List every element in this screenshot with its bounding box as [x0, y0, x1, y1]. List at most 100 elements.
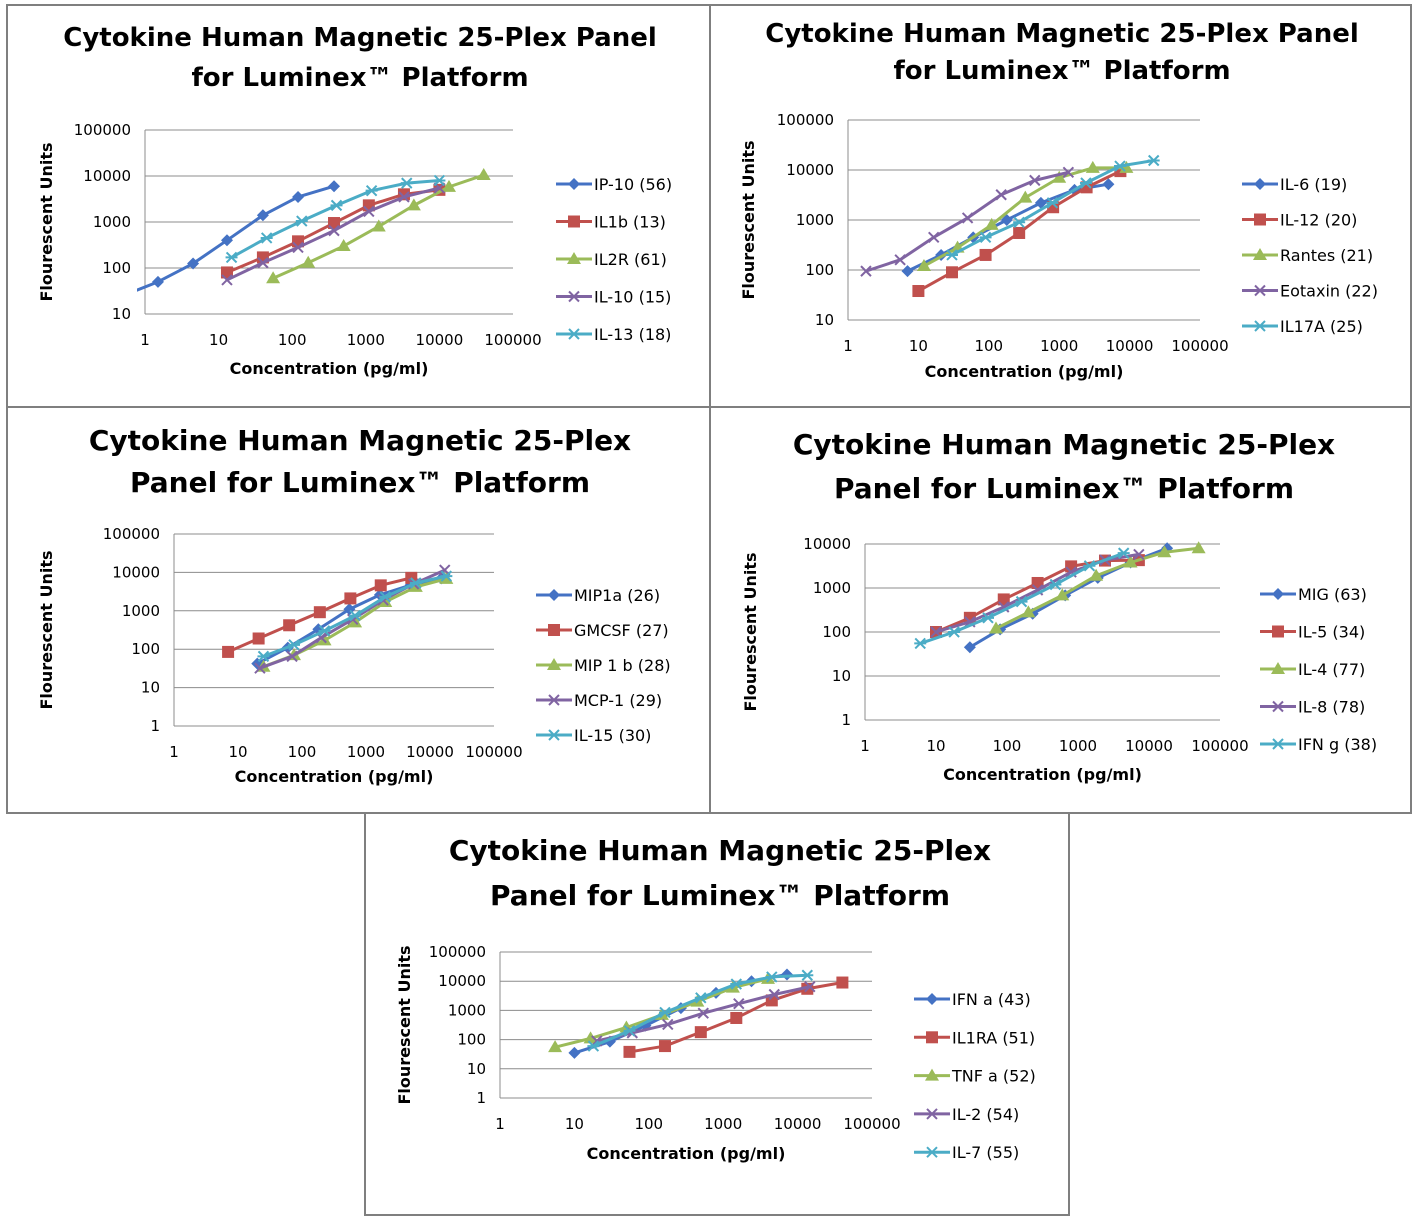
- chart-4-series-5-point-5: [1049, 578, 1062, 591]
- chart-4-series-4-point-7: [1133, 548, 1145, 561]
- chart-3-series-3-point-3: [317, 633, 332, 646]
- chart-4-legend-1-label: MIG (63): [1298, 585, 1367, 604]
- chart-4-x-tick-label: 100: [993, 737, 1022, 755]
- chart-1-series-1-point-4: [220, 234, 233, 247]
- chart-5-y-tick-label: 100: [457, 1031, 486, 1049]
- chart-2-series-3-point-3: [984, 217, 999, 230]
- chart-4-series-3-point-3: [1055, 588, 1070, 601]
- chart-4-series-5-point-1: [914, 637, 927, 650]
- chart-4-legend-5-marker: [1272, 738, 1284, 750]
- chart-2-x-tick-label: 10000: [1106, 337, 1154, 355]
- chart-3-y-tick-label: 1000: [122, 602, 160, 620]
- chart-3-series-2-point-4: [313, 606, 326, 619]
- chart-3-series-2-point-5: [344, 592, 357, 605]
- chart-1-series-3-point-2: [301, 255, 316, 268]
- chart-2-series-4-point-5: [995, 189, 1007, 201]
- chart-5-series-2-point-3: [694, 1026, 707, 1039]
- chart-1-series-1-point-7: [328, 180, 341, 193]
- chart-4-y-tick-label: 100: [822, 623, 851, 641]
- chart-4-legend-2-marker: [1272, 625, 1284, 638]
- chart-1-x-tick-label: 1: [140, 331, 150, 349]
- chart-4-series-5-point-7: [1117, 547, 1130, 559]
- chart-2-series-3-point-5: [1052, 170, 1067, 183]
- chart-2-legend-2-marker: [1254, 213, 1266, 226]
- chart-3-x-tick-label: 10000: [406, 743, 454, 761]
- chart-2-legend-3-marker: [1253, 248, 1267, 260]
- chart-1-legend-4-marker: [568, 290, 580, 303]
- chart-2-series-5-point-7: [1147, 154, 1160, 167]
- chart-3-legend-1-label: MIP1a (26): [574, 586, 660, 605]
- chart-1-series-1-point-3: [187, 257, 200, 270]
- chart-3-series-2-point-3: [283, 619, 296, 632]
- chart-3-series-4-point-2: [286, 650, 298, 663]
- chart-2-x-tick-label: 10: [909, 337, 928, 355]
- chart-2-legend-1-marker: [1254, 178, 1266, 190]
- chart-5-series-2-point-2: [658, 1040, 671, 1053]
- chart-2-series-4-point-7: [1062, 166, 1075, 178]
- chart-4-series-5-point-4: [1015, 595, 1028, 608]
- chart-2-svg: Cytokine Human Magnetic 25-Plex Panel for…: [739, 19, 1378, 381]
- chart-4-series-3-point-5: [1123, 555, 1138, 568]
- chart-3-svg: Cytokine Human Magnetic 25-Plex Panel for…: [37, 424, 671, 786]
- chart-4-series-3-point-2: [1021, 605, 1036, 618]
- chart-4-series-3-point-1: [989, 621, 1004, 634]
- chart-3-title-line-1: Cytokine Human Magnetic 25-Plex: [89, 424, 631, 457]
- chart-4-legend-4-label: IL-8 (78): [1298, 698, 1365, 717]
- chart-2-x-tick-label: 100: [974, 337, 1003, 355]
- chart-5-series-4-point-3: [662, 1018, 674, 1031]
- chart-1-x-tick-label: 100000: [484, 331, 541, 349]
- chart-1-series-5-point-2: [260, 232, 273, 244]
- chart-3-series-5-point-6: [409, 577, 422, 589]
- chart-1-series-1-point-2: [151, 275, 164, 288]
- chart-2-series-1-point-7: [1102, 178, 1115, 191]
- chart-5-series-5-point-2: [623, 1025, 636, 1037]
- chart-3-series-5-point-3: [318, 625, 331, 637]
- chart-4-x-tick-label: 10: [926, 737, 945, 755]
- chart-4-title-line-2: Panel for Luminex™ Platform: [834, 472, 1294, 505]
- chart-3-x-tick-label: 100: [288, 743, 317, 761]
- chart-1-y-tick-label: 100000: [74, 121, 131, 139]
- chart-4-series-3-point-7: [1191, 541, 1206, 554]
- chart-5-x-tick-label: 1: [495, 1115, 505, 1133]
- chart-1-legend-1-marker: [568, 178, 580, 190]
- chart-2-legend-5-marker: [1254, 320, 1266, 332]
- chart-3-title-line-2: Panel for Luminex™ Platform: [130, 466, 590, 499]
- chart-4-series-3-point-4: [1089, 568, 1104, 581]
- chart-1-series-2-point-1: [220, 266, 233, 279]
- chart-2-series-5-point-4: [1046, 197, 1059, 209]
- chart-5-legend-3-label: TNF a (52): [951, 1067, 1036, 1086]
- chart-4-x-tick-label: 1: [860, 737, 870, 755]
- chart-4-series-3-point-6: [1157, 545, 1172, 558]
- chart-3-x-axis-title: Concentration (pg/ml): [235, 767, 434, 786]
- chart-1-legend-5-label: IL-13 (18): [594, 325, 671, 344]
- chart-2-y-tick-label: 100: [805, 261, 834, 279]
- chart-3-y-tick-label: 10000: [112, 563, 160, 581]
- chart-1-series-4-point-6: [398, 191, 410, 203]
- chart-2-series-4-point-3: [928, 231, 940, 244]
- chart-3-y-tick-label: 100000: [103, 525, 160, 543]
- chart-3-legend-2-marker: [548, 624, 560, 636]
- chart-2-x-tick-label: 1000: [1040, 337, 1078, 355]
- chart-2-y-tick-label: 10: [815, 311, 834, 329]
- chart-1-legend-3-marker: [567, 252, 581, 264]
- chart-3-series-1-point-1: [251, 657, 264, 670]
- chart-4-series-5-point-3: [982, 612, 994, 624]
- chart-1-x-tick-label: 10000: [416, 331, 464, 349]
- chart-5-y-tick-label: 1000: [448, 1001, 486, 1019]
- chart-2-series-4-point-1: [860, 265, 872, 277]
- chart-2-series-5-point-2: [979, 231, 992, 244]
- chart-1-legend-5-marker: [568, 328, 580, 340]
- chart-panel-2: Cytokine Human Magnetic 25-Plex Panel for…: [709, 4, 1412, 408]
- chart-3-legend-2-label: GMCSF (27): [574, 621, 669, 640]
- chart-2-series-4-point-6: [1029, 174, 1041, 187]
- chart-5-series-5-point-1: [587, 1040, 600, 1052]
- chart-5-series-4-point-7: [804, 980, 816, 993]
- chart-3-y-tick-label: 10: [141, 679, 160, 697]
- chart-3-series-4-point-1: [254, 662, 266, 674]
- chart-2-x-tick-label: 100000: [1171, 337, 1228, 355]
- chart-3-legend-4-label: MCP-1 (29): [574, 691, 662, 710]
- chart-2-series-3-point-4: [1018, 190, 1033, 203]
- chart-3-x-tick-label: 1: [169, 743, 179, 761]
- chart-1-x-axis-title: Concentration (pg/ml): [230, 359, 429, 378]
- chart-1-series-5-point-7: [433, 174, 446, 187]
